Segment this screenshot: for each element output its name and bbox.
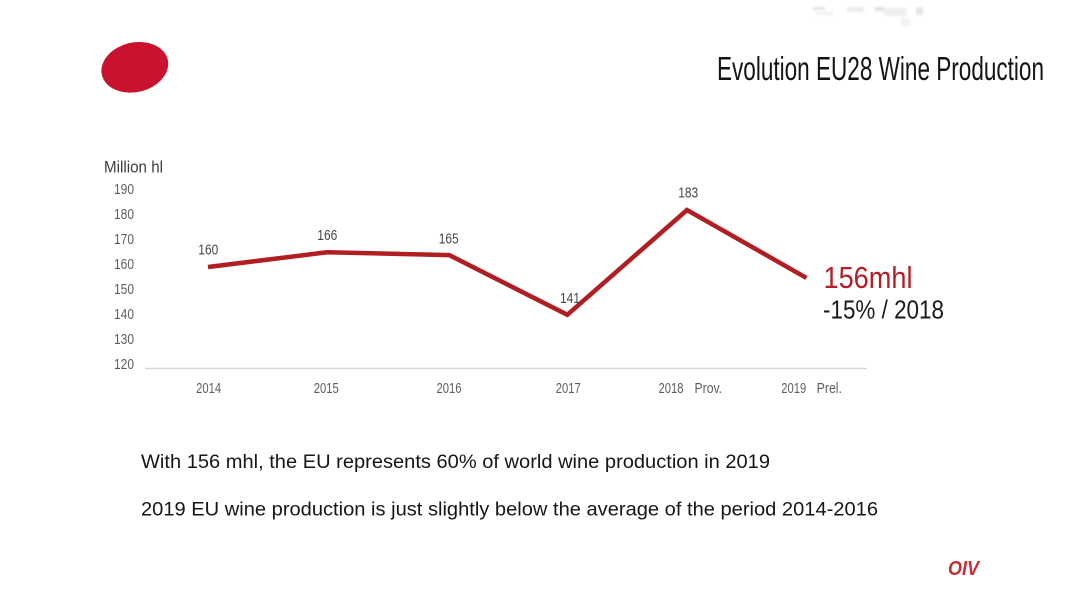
svg-text:2015: 2015 xyxy=(314,381,339,397)
svg-text:2016: 2016 xyxy=(437,381,462,397)
svg-text:Prov.: Prov. xyxy=(695,381,723,397)
svg-text:2017: 2017 xyxy=(556,381,581,397)
svg-text:183: 183 xyxy=(678,185,698,201)
svg-text:190: 190 xyxy=(114,182,134,198)
svg-text:2019: 2019 xyxy=(781,381,806,397)
svg-text:170: 170 xyxy=(114,232,134,248)
svg-text:2014: 2014 xyxy=(196,381,221,397)
svg-text:156mhl: 156mhl xyxy=(824,260,913,295)
svg-text:Evolution EU28 Wine Production: Evolution EU28 Wine Production xyxy=(717,50,1044,87)
svg-text:150: 150 xyxy=(114,282,134,298)
svg-text:OIV: OIV xyxy=(948,557,981,580)
svg-text:166: 166 xyxy=(317,228,337,244)
svg-text:141: 141 xyxy=(560,291,580,307)
svg-text:160: 160 xyxy=(198,242,218,258)
svg-text:130: 130 xyxy=(114,332,134,348)
svg-text:140: 140 xyxy=(114,307,134,323)
svg-text:2018: 2018 xyxy=(659,381,684,397)
svg-text:180: 180 xyxy=(114,207,134,223)
svg-text:Prel.: Prel. xyxy=(817,381,842,397)
svg-text:With 156 mhl, the EU represent: With 156 mhl, the EU represents 60% of w… xyxy=(141,451,770,473)
svg-text:Million hl: Million hl xyxy=(104,159,163,177)
svg-text:2019 EU wine production is jus: 2019 EU wine production is just slightly… xyxy=(141,498,878,520)
svg-text:160: 160 xyxy=(114,257,134,273)
svg-text:120: 120 xyxy=(114,357,134,373)
svg-text:165: 165 xyxy=(439,232,459,248)
svg-text:-15% / 2018: -15% / 2018 xyxy=(823,295,944,325)
